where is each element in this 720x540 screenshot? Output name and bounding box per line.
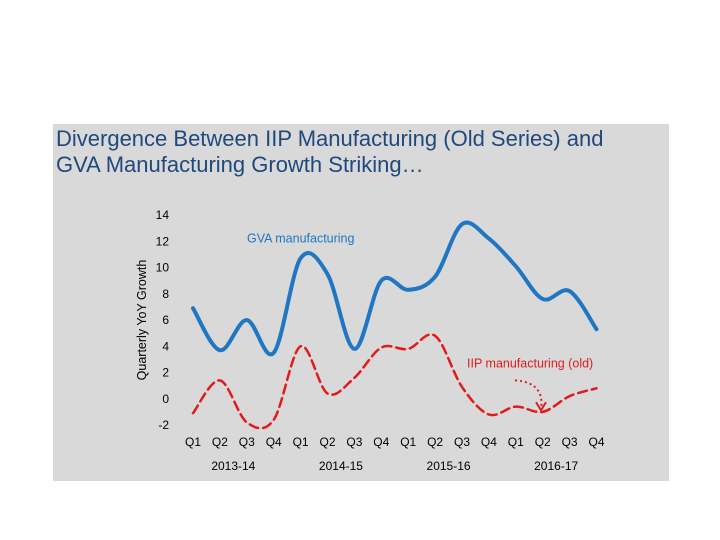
x-tick-label: Q2 [427, 435, 443, 449]
iip-series-label: IIP manufacturing (old) [467, 356, 593, 370]
x-tick-label: Q4 [481, 435, 497, 449]
annotation-arrow-line [514, 379, 543, 410]
year-group-label: 2015-16 [427, 459, 471, 473]
x-tick-label: Q1 [400, 435, 416, 449]
chart-title-line-1: Divergence Between IIP Manufacturing (Ol… [56, 126, 604, 151]
x-tick-label: Q2 [535, 435, 551, 449]
y-tick-label: 8 [162, 287, 169, 301]
x-tick-label: Q4 [266, 435, 282, 449]
gva-series-label: GVA manufacturing [247, 232, 355, 246]
y-tick-label: 14 [156, 208, 170, 222]
y-tick-label: 6 [162, 313, 169, 327]
x-tick-label: Q2 [319, 435, 335, 449]
x-tick-label: Q3 [454, 435, 470, 449]
y-tick-label: 0 [162, 392, 169, 406]
gva-manufacturing-line [191, 220, 599, 357]
year-group-label: 2013-14 [211, 459, 255, 473]
chart-panel: Divergence Between IIP Manufacturing (Ol… [53, 124, 669, 481]
y-tick-label: 4 [162, 339, 169, 353]
y-tick-label: 10 [156, 261, 170, 275]
x-tick-label: Q3 [239, 435, 255, 449]
x-tick-label: Q1 [508, 435, 524, 449]
year-group-label: 2016-17 [534, 459, 578, 473]
year-group-label: 2014-15 [319, 459, 363, 473]
x-tick-label: Q4 [373, 435, 389, 449]
x-tick-label: Q3 [346, 435, 362, 449]
y-axis-label: Quarterly YoY Growth [135, 260, 149, 381]
x-tick-label: Q1 [293, 435, 309, 449]
x-tick-label: Q2 [212, 435, 228, 449]
x-tick-label: Q4 [588, 435, 604, 449]
x-tick-label: Q1 [185, 435, 201, 449]
line-chart: -2 0 2 4 6 8 10 12 14 Quarterly YoY Growth Q1 Q2 Q3 Q… [135, 208, 605, 473]
y-tick-label: -2 [158, 418, 169, 432]
chart-title-line-2: GVA Manufacturing Growth Striking… [56, 152, 424, 177]
y-tick-label: 12 [156, 234, 170, 248]
iip-manufacturing-line [191, 333, 598, 430]
annotation-arrow-head [535, 401, 547, 413]
x-tick-label: Q3 [562, 435, 578, 449]
y-tick-label: 2 [162, 366, 169, 380]
chart-title: Divergence Between IIP Manufacturing (Ol… [56, 126, 668, 178]
